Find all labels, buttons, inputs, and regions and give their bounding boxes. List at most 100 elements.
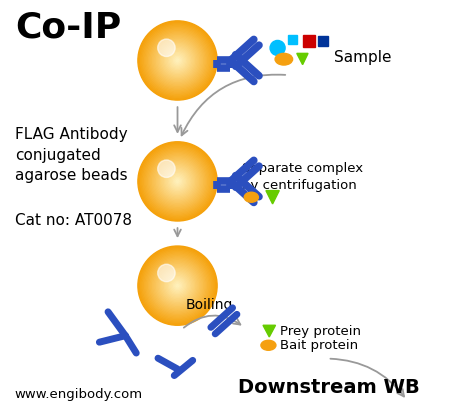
Circle shape <box>142 250 213 322</box>
Circle shape <box>168 51 187 70</box>
Polygon shape <box>263 325 275 337</box>
Text: Bait protein: Bait protein <box>280 339 358 352</box>
Circle shape <box>176 59 179 62</box>
Circle shape <box>150 33 205 88</box>
Ellipse shape <box>261 340 276 350</box>
Circle shape <box>163 167 192 196</box>
Circle shape <box>170 53 185 68</box>
Circle shape <box>138 142 217 221</box>
Circle shape <box>147 151 208 212</box>
Circle shape <box>146 254 209 317</box>
Circle shape <box>154 262 201 309</box>
Circle shape <box>159 163 196 200</box>
Text: Prey protein: Prey protein <box>280 324 361 338</box>
Circle shape <box>147 30 208 91</box>
Circle shape <box>162 45 194 76</box>
Circle shape <box>144 28 211 93</box>
Circle shape <box>148 256 207 315</box>
Circle shape <box>150 258 205 314</box>
Circle shape <box>164 168 191 195</box>
Text: www.engibody.com: www.engibody.com <box>15 388 143 401</box>
Circle shape <box>167 275 188 296</box>
Circle shape <box>158 266 197 305</box>
Circle shape <box>162 166 194 197</box>
Circle shape <box>166 170 189 193</box>
Circle shape <box>170 278 185 294</box>
Circle shape <box>168 172 187 191</box>
Polygon shape <box>297 53 308 65</box>
Circle shape <box>176 284 179 287</box>
Text: Co-IP: Co-IP <box>15 10 121 45</box>
Circle shape <box>139 143 216 220</box>
Circle shape <box>139 247 216 324</box>
Circle shape <box>163 271 192 300</box>
Circle shape <box>164 47 191 74</box>
Circle shape <box>155 38 200 83</box>
FancyBboxPatch shape <box>288 35 297 44</box>
Circle shape <box>158 160 175 178</box>
FancyBboxPatch shape <box>302 35 315 47</box>
Circle shape <box>168 276 187 295</box>
Circle shape <box>146 150 209 213</box>
Circle shape <box>171 279 184 292</box>
Circle shape <box>158 41 197 80</box>
Circle shape <box>164 272 191 299</box>
Circle shape <box>154 158 201 205</box>
Circle shape <box>172 176 183 187</box>
Circle shape <box>171 54 184 67</box>
Circle shape <box>158 39 175 57</box>
Circle shape <box>139 22 216 99</box>
Circle shape <box>142 146 213 217</box>
Circle shape <box>160 269 195 303</box>
Circle shape <box>159 42 196 79</box>
Circle shape <box>166 274 189 298</box>
Circle shape <box>160 164 195 198</box>
Circle shape <box>155 263 200 308</box>
Circle shape <box>167 171 188 192</box>
Circle shape <box>172 55 183 66</box>
Circle shape <box>151 34 204 87</box>
Circle shape <box>174 178 181 186</box>
Circle shape <box>174 282 181 290</box>
Circle shape <box>143 147 212 216</box>
Ellipse shape <box>275 53 292 65</box>
Text: Downstream WB: Downstream WB <box>238 378 420 397</box>
Circle shape <box>175 283 180 288</box>
Circle shape <box>148 31 207 90</box>
Circle shape <box>138 246 217 325</box>
Circle shape <box>160 43 195 78</box>
Circle shape <box>157 160 198 203</box>
Text: FLAG Antibody
conjugated
agarose beads: FLAG Antibody conjugated agarose beads <box>15 127 127 183</box>
Circle shape <box>176 180 179 183</box>
Circle shape <box>171 175 184 188</box>
Circle shape <box>151 259 204 312</box>
Circle shape <box>146 29 209 92</box>
Circle shape <box>147 255 208 316</box>
Circle shape <box>167 50 188 71</box>
Text: Separate complex
by centrifugation: Separate complex by centrifugation <box>242 163 363 192</box>
Circle shape <box>150 154 205 209</box>
Circle shape <box>158 264 175 282</box>
Circle shape <box>151 155 204 208</box>
Circle shape <box>140 144 215 219</box>
Circle shape <box>157 264 198 307</box>
Circle shape <box>142 25 213 96</box>
Text: Cat no: AT0078: Cat no: AT0078 <box>15 213 132 228</box>
Circle shape <box>270 40 285 55</box>
Circle shape <box>175 179 180 184</box>
Circle shape <box>144 253 211 319</box>
Circle shape <box>155 159 200 204</box>
Circle shape <box>157 39 198 82</box>
Circle shape <box>153 156 202 206</box>
FancyBboxPatch shape <box>319 37 328 46</box>
Circle shape <box>175 58 180 63</box>
Circle shape <box>172 280 183 291</box>
Circle shape <box>144 148 211 214</box>
Circle shape <box>163 46 192 75</box>
Text: Sample: Sample <box>334 50 392 65</box>
Polygon shape <box>266 191 279 204</box>
Circle shape <box>138 21 217 100</box>
Circle shape <box>166 49 189 73</box>
Text: Boiling: Boiling <box>186 298 233 312</box>
Circle shape <box>140 249 215 323</box>
